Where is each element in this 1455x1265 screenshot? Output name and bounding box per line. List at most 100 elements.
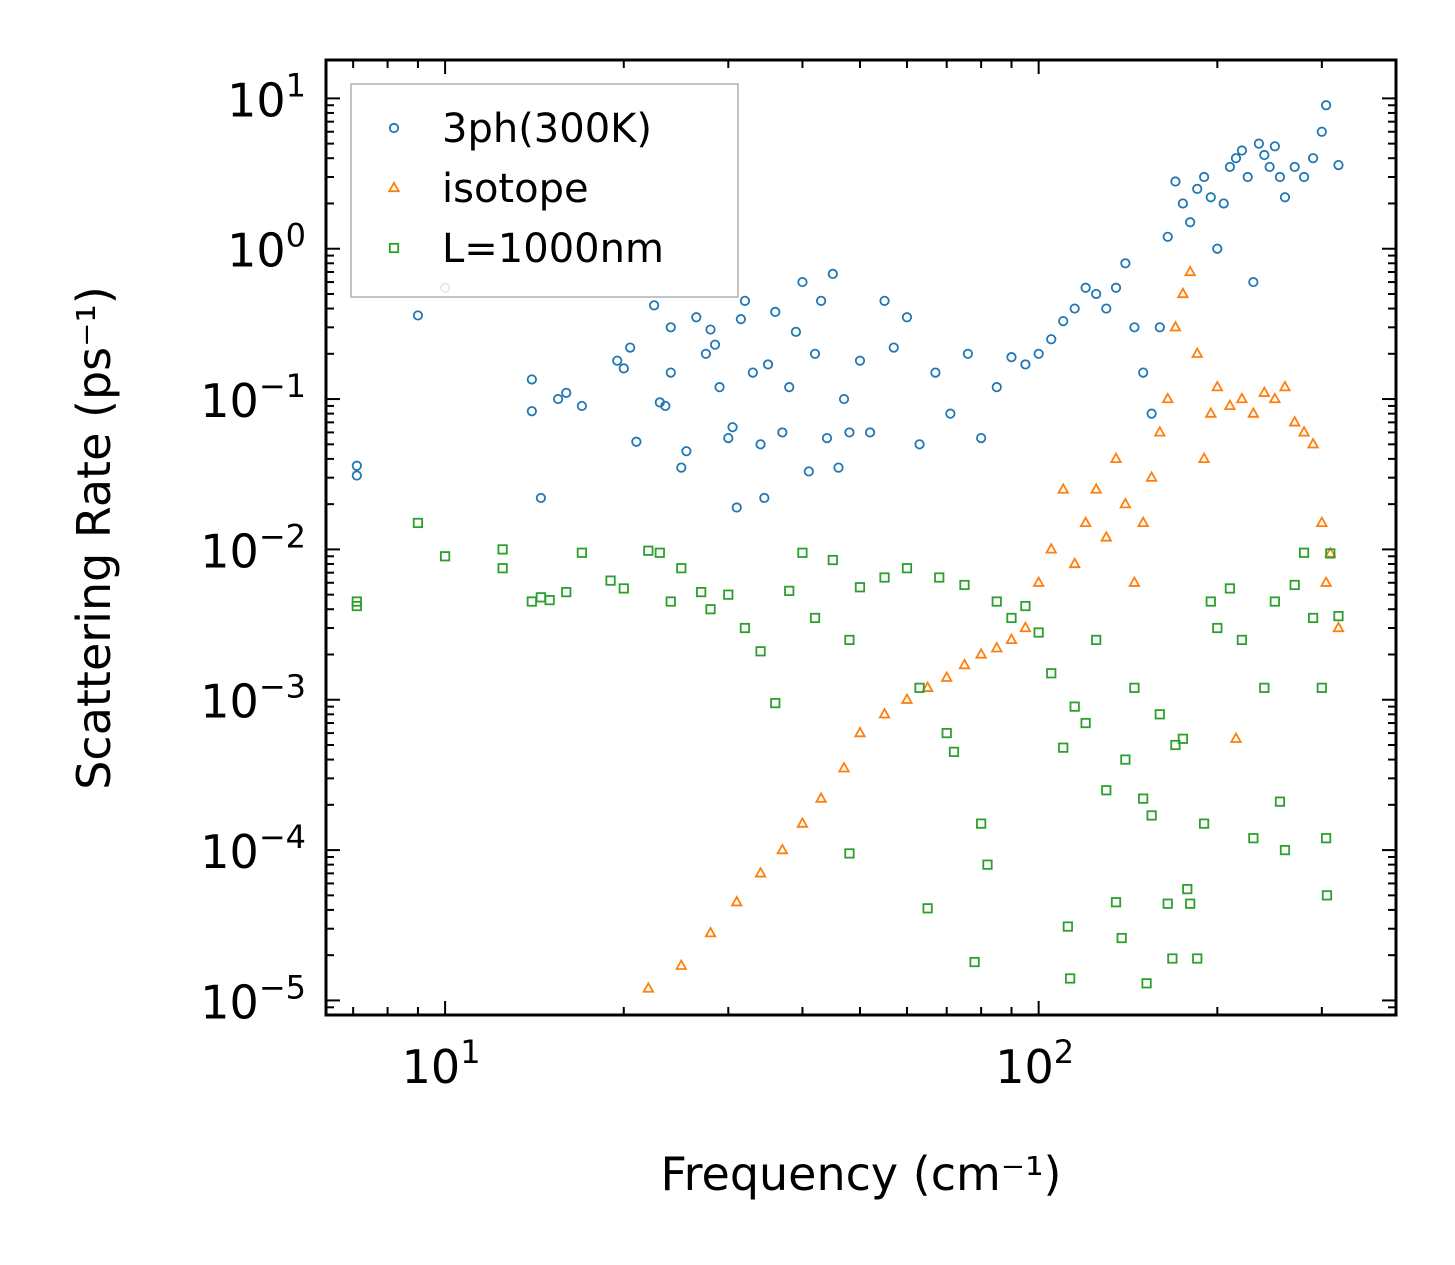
data-point — [1020, 600, 1031, 612]
data-point — [1005, 632, 1018, 645]
data-point — [605, 575, 616, 586]
data-point — [1278, 380, 1292, 392]
legend-marker — [388, 242, 400, 254]
data-point — [1319, 575, 1333, 587]
data-point — [809, 612, 821, 624]
data-point — [1258, 385, 1271, 397]
data-point — [576, 547, 587, 558]
data-point — [1154, 322, 1165, 333]
data-point — [969, 956, 980, 968]
data-point — [1324, 546, 1337, 558]
legend-items: 3ph(300K) isotope L=1000nm — [387, 106, 664, 272]
data-point — [618, 583, 629, 594]
data-point — [1205, 596, 1216, 607]
data-point — [1315, 515, 1329, 528]
data-point — [612, 355, 623, 366]
data-point — [1161, 392, 1174, 404]
data-point — [665, 322, 676, 333]
data-point — [654, 547, 665, 558]
data-point — [1120, 754, 1131, 765]
data-point — [1197, 451, 1211, 463]
data-point — [1069, 701, 1080, 712]
data-point — [1332, 620, 1345, 633]
series-layer — [351, 100, 1345, 993]
y-tick-label: 10−5 — [200, 968, 306, 1029]
data-point — [1100, 530, 1113, 542]
data-point — [1248, 833, 1259, 844]
tick-label-layer: 101 102 101 100 10−1 10−2 10−3 10−4 10−5 — [200, 66, 1074, 1094]
data-point — [1308, 153, 1319, 164]
legend-label: isotope — [442, 166, 589, 212]
data-point — [755, 439, 766, 450]
data-point — [1268, 392, 1282, 404]
data-point — [1069, 303, 1080, 314]
data-point — [1032, 575, 1045, 587]
data-point — [1218, 198, 1229, 209]
data-point — [665, 596, 676, 607]
data-point — [561, 587, 572, 598]
data-point — [1212, 243, 1223, 254]
data-point — [1146, 408, 1157, 419]
data-point — [1269, 141, 1280, 152]
data-point — [776, 843, 789, 855]
y-tick-label: 10−3 — [200, 668, 306, 729]
data-point — [958, 658, 971, 670]
data-point — [796, 816, 809, 828]
legend-marker — [387, 180, 401, 193]
data-point — [1068, 556, 1081, 569]
data-point — [853, 726, 867, 738]
data-point — [1289, 161, 1300, 173]
data-point — [351, 600, 362, 612]
data-point — [879, 572, 890, 583]
data-point — [1153, 425, 1167, 437]
data-point — [351, 470, 362, 481]
data-point — [1288, 415, 1301, 427]
data-point — [976, 818, 987, 829]
data-point — [1109, 451, 1123, 463]
data-point — [723, 432, 734, 444]
data-point — [1185, 217, 1196, 228]
data-point — [945, 408, 956, 419]
data-point — [561, 387, 572, 398]
data-point — [1190, 346, 1204, 358]
data-point — [704, 926, 717, 938]
data-point — [631, 436, 642, 447]
data-point — [1145, 470, 1158, 482]
data-point — [948, 746, 960, 757]
data-point — [1235, 392, 1249, 404]
data-point — [1177, 198, 1189, 209]
data-point — [797, 547, 808, 558]
data-point — [1259, 149, 1270, 161]
data-point — [864, 427, 876, 438]
data-point — [1046, 334, 1057, 345]
data-point — [1333, 159, 1344, 171]
data-point — [1229, 731, 1243, 743]
data-point — [1177, 733, 1189, 744]
data-point — [777, 427, 788, 438]
data-point — [1101, 785, 1112, 796]
data-point — [1298, 171, 1310, 183]
data-point — [1062, 921, 1073, 932]
data-point — [1325, 548, 1336, 559]
data-point — [1058, 742, 1069, 753]
data-point — [1224, 161, 1236, 173]
data-point — [838, 393, 850, 405]
legend-marker — [388, 122, 400, 134]
data-point — [914, 682, 925, 693]
data-point — [1230, 153, 1242, 164]
y-tick-label: 100 — [227, 217, 306, 278]
data-point — [705, 604, 716, 615]
data-point — [739, 295, 751, 306]
data-point — [1306, 437, 1320, 449]
data-point — [351, 460, 362, 471]
data-point — [552, 393, 564, 405]
data-point — [1089, 482, 1103, 494]
data-point — [1044, 542, 1058, 554]
data-point — [1289, 579, 1300, 591]
data-point — [714, 382, 725, 393]
data-point — [934, 572, 945, 583]
data-point — [412, 517, 424, 529]
data-point — [1170, 176, 1181, 187]
data-point — [1259, 682, 1270, 693]
